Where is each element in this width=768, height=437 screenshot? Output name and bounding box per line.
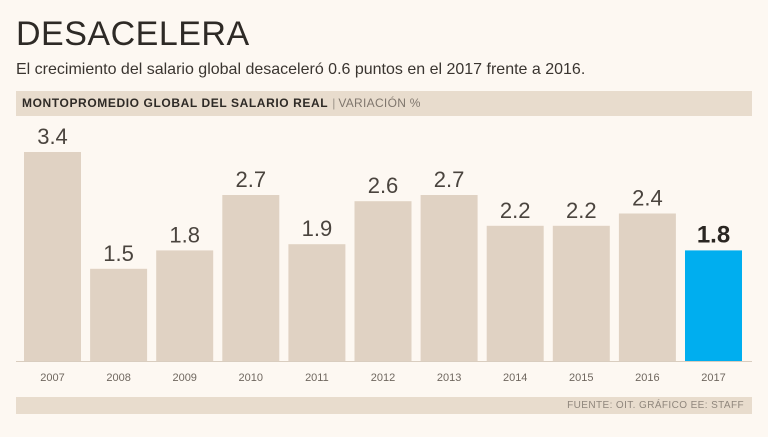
data-label-2007: 3.4 xyxy=(37,124,68,149)
data-label-2015: 2.2 xyxy=(566,198,597,223)
data-label-2014: 2.2 xyxy=(500,198,531,223)
data-label-2011: 1.9 xyxy=(302,216,333,241)
bar-2010 xyxy=(222,195,280,361)
bar-2013 xyxy=(420,195,478,361)
bar-2009 xyxy=(156,250,214,361)
data-label-2008: 1.5 xyxy=(103,241,134,266)
data-label-2013: 2.7 xyxy=(434,167,465,192)
header-unit: VARIACIÓN % xyxy=(338,96,421,110)
x-tick-2014: 2014 xyxy=(503,372,527,384)
bar-2014 xyxy=(486,225,544,361)
chart-header-band: MONTOPROMEDIO GLOBAL DEL SALARIO REAL | VA… xyxy=(16,91,752,116)
x-tick-2013: 2013 xyxy=(437,372,461,384)
x-tick-2009: 2009 xyxy=(172,372,196,384)
source-band: FUENTE: OIT. GRÁFICO EE: STAFF xyxy=(16,397,752,414)
x-tick-2017: 2017 xyxy=(701,372,725,384)
source-note: FUENTE: OIT. GRÁFICO EE: STAFF xyxy=(567,400,744,411)
x-tick-2007: 2007 xyxy=(40,372,64,384)
header-separator: | xyxy=(332,96,336,110)
x-tick-2008: 2008 xyxy=(106,372,130,384)
bar-2017 xyxy=(685,250,742,361)
data-label-2016: 2.4 xyxy=(632,186,663,211)
bar-2015 xyxy=(552,225,610,361)
data-label-2010: 2.7 xyxy=(236,167,267,192)
bar-2012 xyxy=(354,201,412,361)
x-tick-2015: 2015 xyxy=(569,372,593,384)
data-label-2017: 1.8 xyxy=(697,221,730,248)
bar-2008 xyxy=(90,268,148,361)
bar-2007 xyxy=(24,152,81,361)
data-label-2009: 1.8 xyxy=(169,222,200,247)
bar-chart: 3.4 2007 1.5 2008 1.8 2009 2.7 2010 1.9 2011 2.6 20… xyxy=(16,124,752,384)
x-tick-2010: 2010 xyxy=(239,372,263,384)
data-label-2012: 2.6 xyxy=(368,173,399,198)
header-title: MONTOPROMEDIO GLOBAL DEL SALARIO REAL xyxy=(22,96,329,110)
chart-subtitle: El crecimiento del salario global desace… xyxy=(16,61,586,78)
bar-2011 xyxy=(288,244,346,361)
chart-title: DESACELERA xyxy=(16,15,250,53)
x-tick-2016: 2016 xyxy=(635,372,659,384)
x-tick-2011: 2011 xyxy=(305,372,329,384)
bar-2016 xyxy=(618,213,676,361)
x-tick-2012: 2012 xyxy=(371,372,395,384)
